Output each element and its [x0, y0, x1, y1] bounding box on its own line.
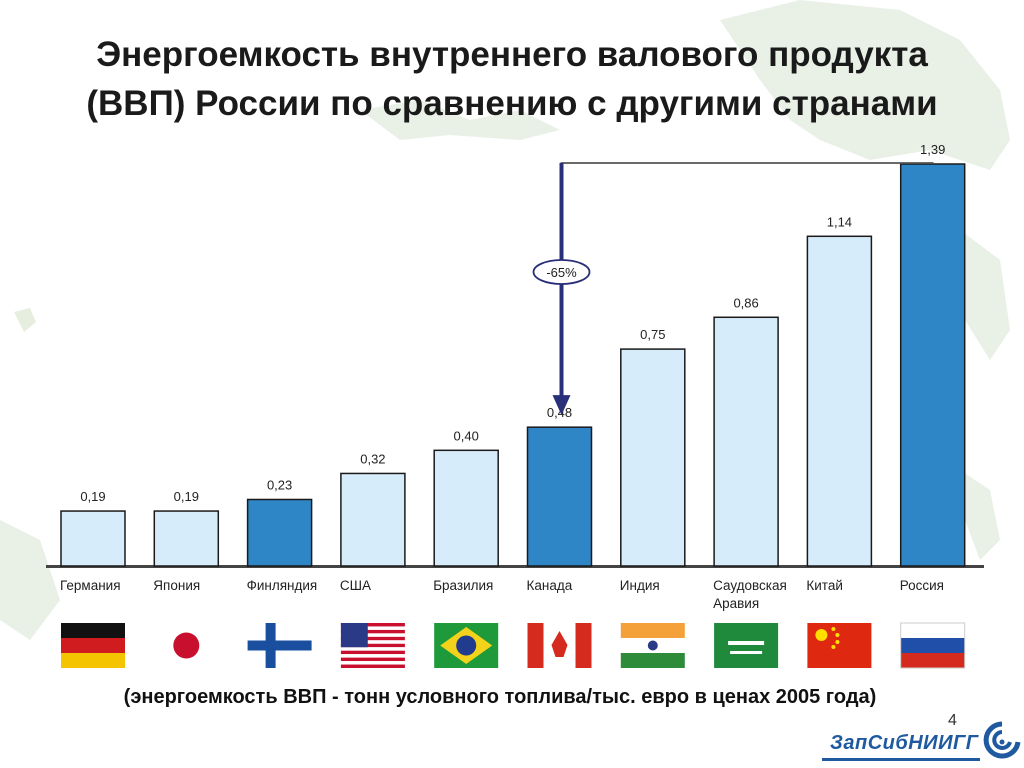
annotation-arrow-head — [552, 395, 571, 416]
china-flag-icon — [807, 623, 872, 668]
chart-caption: (энергоемкость ВВП - тонн условного топл… — [123, 686, 877, 708]
value-label: 1,39 — [920, 142, 945, 157]
saudi-arabia-flag-icon — [714, 623, 779, 668]
value-label: 0,40 — [454, 428, 479, 443]
bar-китай — [806, 235, 873, 567]
bar-россия — [899, 163, 966, 567]
germany-flag-icon — [61, 623, 125, 668]
category-label: Канада — [527, 578, 573, 593]
category-label: США — [340, 578, 371, 593]
value-label: 0,86 — [733, 295, 758, 310]
bar-бразилия — [433, 449, 499, 567]
india-flag-icon — [620, 623, 685, 668]
value-label: 0,32 — [360, 451, 385, 466]
bar-саудовская-аравия — [713, 316, 779, 567]
category-label: Германия — [60, 578, 121, 593]
title-line-2: (ВВП) России по сравнению с другими стра… — [86, 84, 938, 123]
usa-flag-icon — [340, 623, 405, 668]
category-label: Саудовская — [713, 578, 787, 593]
bar-германия — [60, 510, 126, 567]
value-label: 0,19 — [80, 489, 105, 504]
annotation-oval — [532, 259, 591, 285]
category-label: Япония — [153, 578, 200, 593]
bar-канада — [526, 426, 593, 567]
bar-япония — [153, 510, 220, 567]
category-label: Китай — [806, 578, 843, 593]
bar-финляндия — [246, 498, 313, 567]
category-label: Индия — [620, 578, 660, 593]
value-label: 0,23 — [267, 477, 292, 492]
annotation-label: -65% — [546, 265, 577, 280]
russia-flag-icon — [900, 622, 966, 669]
category-label: Россия — [900, 578, 944, 593]
value-label: 0,48 — [547, 405, 572, 420]
canada-flag-icon — [527, 623, 592, 668]
title-line-1: Энергоемкость внутреннего валового проду… — [96, 35, 928, 74]
page-title: Энергоемкость внутреннего валового проду… — [0, 30, 1024, 128]
page-number: 4 — [948, 712, 957, 729]
category-label: Финляндия — [247, 578, 318, 593]
category-label: Бразилия — [433, 578, 493, 593]
bar-индия — [620, 348, 686, 567]
brazil-flag-icon — [434, 623, 499, 668]
value-label: 0,75 — [640, 327, 665, 342]
category-label: Аравия — [713, 596, 759, 611]
japan-flag-icon — [154, 623, 219, 668]
value-label: 0,19 — [174, 489, 199, 504]
logo-swirl-icon — [983, 721, 1021, 759]
logo-underline — [822, 758, 980, 761]
finland-flag-icon — [247, 623, 312, 668]
logo-text: ЗапСибНИИГГ — [830, 732, 979, 754]
value-label: 1,14 — [827, 214, 852, 229]
bar-сша — [340, 472, 406, 567]
company-logo: ЗапСибНИИГГ — [822, 718, 1022, 766]
